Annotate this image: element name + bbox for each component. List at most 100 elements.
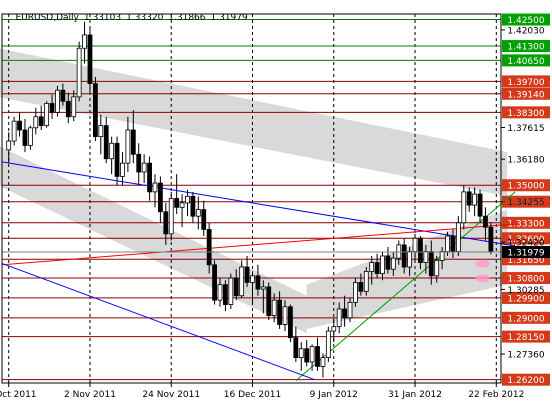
candle-body [212, 264, 217, 301]
chart-header: EURUSD,Daily 1.33103 1.33320 1.31866 1.31979 [4, 3, 253, 33]
candle-body [407, 251, 413, 268]
level-badge-4 [502, 87, 550, 100]
level-label: 1.38300 [507, 109, 544, 119]
candle-body [342, 308, 347, 319]
candle-body [179, 202, 185, 208]
y-tick-label: 1.30285 [507, 286, 544, 296]
candle-body [17, 120, 22, 131]
current-price-label: 1.31979 [507, 248, 544, 258]
candle-body [304, 348, 310, 363]
low-value: 1.31866 [168, 13, 206, 23]
candle-body [439, 251, 445, 261]
candle-body [228, 277, 234, 305]
level-label: 1.28150 [507, 333, 544, 343]
candle-body [125, 129, 131, 164]
candle-body [82, 34, 87, 49]
current-price-badge [502, 245, 550, 258]
level-badge-12 [502, 291, 550, 304]
level-label: 1.35000 [507, 182, 544, 192]
candle-body [185, 195, 190, 204]
candle-body [250, 275, 255, 283]
candle-body [412, 237, 418, 252]
x-tick-label: 31 Jan 2012 [388, 390, 442, 400]
candle-body [266, 286, 272, 317]
trendline-2 [295, 191, 516, 382]
candle-body [418, 237, 423, 263]
candle-body [315, 346, 320, 367]
level-label: 1.31650 [507, 256, 544, 266]
candle-body [363, 271, 369, 292]
candle-body [98, 125, 104, 138]
plot-frame [1, 13, 502, 384]
y-tick-label: 1.42030 [507, 26, 544, 36]
candle-body [33, 116, 39, 129]
level-badge-8 [502, 216, 550, 229]
x-tick-label: 11 Oct 2011 [0, 390, 37, 400]
candle-body [239, 266, 245, 297]
candle-body [223, 284, 228, 305]
candle-body [141, 162, 147, 173]
y-tick-label: 1.32420 [507, 239, 544, 249]
level-badge-5 [502, 106, 550, 119]
candle-body [147, 162, 152, 193]
level-badge-13 [502, 311, 550, 324]
level-label: 1.34255 [507, 198, 544, 208]
candle-body [434, 259, 440, 277]
candle-body [369, 262, 375, 272]
channel-middle-band [0, 146, 307, 334]
level-label: 1.42500 [507, 16, 544, 26]
candle-body [87, 34, 93, 85]
level-badge-6 [502, 179, 550, 192]
candle-body [260, 286, 266, 290]
x-tick-label: 22 Feb 2012 [468, 390, 524, 400]
level-label: 1.39700 [507, 78, 544, 88]
channel-upper-band [0, 48, 508, 197]
candle-body [385, 255, 391, 270]
candle-body [60, 89, 66, 102]
candle-body [380, 255, 385, 275]
candle-body [201, 209, 207, 230]
candle-body [158, 182, 163, 213]
high-value: 1.33320 [126, 13, 164, 23]
candle-body [347, 301, 353, 319]
level-badge-2 [502, 54, 550, 67]
candle-body [445, 235, 450, 252]
trendline-3 [2, 263, 315, 381]
trendline-0 [2, 161, 516, 247]
marker-ellipse [475, 259, 490, 268]
level-badge-0 [502, 13, 550, 26]
x-tick-label: 24 Nov 2011 [142, 390, 200, 400]
candle-body [423, 251, 429, 263]
candle-body [49, 103, 55, 113]
candle-body [109, 142, 115, 160]
candle-body [120, 162, 125, 177]
level-label: 1.33300 [507, 219, 544, 229]
x-tick-label: 9 Jan 2012 [310, 390, 358, 400]
level-badge-9 [502, 232, 550, 245]
candle-body [6, 140, 12, 151]
level-label: 1.29900 [507, 294, 544, 304]
y-tick-label: 1.27360 [507, 351, 544, 361]
candle-body [130, 129, 136, 155]
candle-body [152, 182, 158, 193]
candle-body [401, 244, 407, 268]
candle-body [336, 308, 342, 328]
symbol-timeframe: EURUSD,Daily [15, 13, 79, 23]
candle-body [282, 306, 288, 325]
candle-body [450, 235, 456, 252]
level-label: 1.39140 [507, 90, 544, 100]
candle-body [288, 306, 293, 339]
candle-body [22, 129, 28, 146]
candle-body [309, 346, 315, 363]
candle-body [55, 89, 60, 113]
level-label: 1.41300 [507, 43, 544, 53]
candle-body [390, 257, 396, 270]
marker-ellipse [475, 274, 490, 283]
candle-body [277, 299, 282, 325]
candle-body [190, 195, 196, 217]
candle-body [233, 277, 239, 297]
candle-body [477, 193, 483, 217]
candle-body [44, 103, 50, 126]
